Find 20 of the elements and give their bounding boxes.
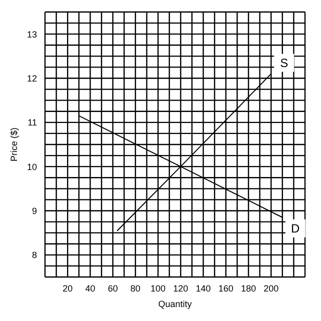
- x-axis-title: Quantity: [158, 299, 192, 309]
- series-label: D: [291, 221, 300, 236]
- x-tick-label: 180: [240, 283, 256, 294]
- x-tick-label: 40: [85, 283, 96, 294]
- x-tick-label: 140: [196, 283, 211, 294]
- x-tick-label: 60: [108, 283, 118, 294]
- series-label: S: [280, 56, 288, 70]
- y-tick-label: 10: [26, 162, 37, 172]
- x-tick-label: 120: [173, 283, 188, 294]
- y-tick-label: 11: [28, 118, 37, 128]
- x-tick-label: 80: [130, 283, 140, 294]
- y-tick-label: 8: [32, 250, 37, 260]
- y-tick-label: 9: [32, 206, 37, 216]
- y-axis-title: Price ($): [9, 127, 20, 162]
- x-tick-label: 160: [218, 283, 234, 294]
- x-tick-label: 200: [264, 283, 279, 294]
- x-tick-label: 20: [62, 283, 73, 294]
- y-tick-label: 12: [26, 73, 37, 84]
- y-tick-label: 13: [26, 29, 37, 40]
- x-tick-label: 100: [150, 283, 166, 294]
